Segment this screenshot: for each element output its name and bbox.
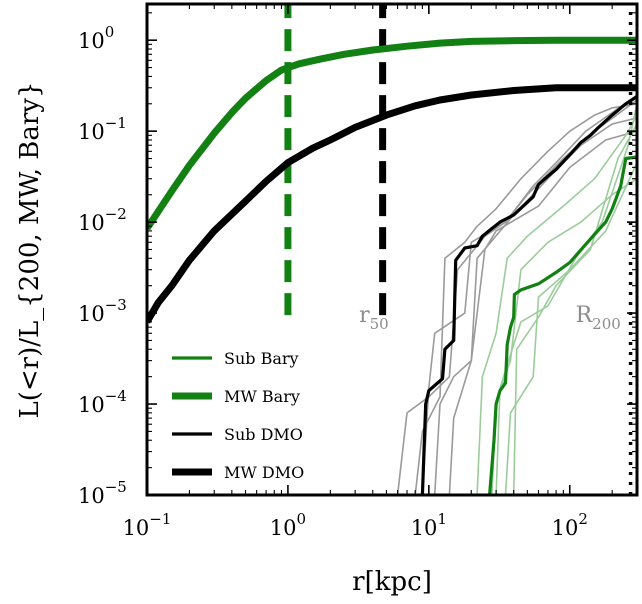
- x-tick-label: 101: [411, 510, 447, 540]
- background-line-3: [448, 130, 637, 495]
- y-axis-label: L(<r)/L_{200, MW, Bary}: [15, 81, 45, 418]
- x-tick-label: 102: [552, 510, 588, 540]
- y-tick-label: 10−2: [78, 205, 127, 235]
- series-line-sub-dmo: [420, 95, 637, 495]
- y-tick-label: 10−4: [78, 387, 127, 417]
- legend-label: MW DMO: [224, 463, 304, 482]
- plot-area: r50 R200: [147, 4, 637, 495]
- axes-frame: [145, 2, 639, 497]
- x-axis-label: r[kpc]: [352, 567, 432, 597]
- background-line-0: [414, 103, 637, 495]
- y-tick-label: 10−1: [78, 114, 127, 144]
- legend-label: Sub Bary: [224, 349, 299, 368]
- background-line-9: [495, 103, 637, 495]
- legend-label: Sub DMO: [224, 425, 303, 444]
- y-tick-label: 100: [78, 23, 114, 53]
- background-line-4: [421, 94, 637, 495]
- legend: Sub Bary MW Bary Sub DMO MW DMO: [172, 349, 304, 482]
- series-line-mw-dmo: [147, 84, 637, 324]
- series-line-sub-bary: [488, 155, 637, 495]
- x-tick-label: 100: [270, 510, 306, 540]
- y-tick-label: 10−5: [78, 478, 127, 508]
- background-line-8: [512, 123, 637, 495]
- y-tick-label: 10−3: [78, 296, 127, 326]
- legend-label: MW Bary: [224, 387, 300, 406]
- background-line-2: [433, 117, 637, 495]
- x-tick-label: 10−1: [123, 510, 172, 540]
- background-line-7: [504, 162, 637, 495]
- annotation-R200: R200: [576, 303, 621, 333]
- series-line-mw-bary: [147, 36, 637, 231]
- background-line-6: [476, 114, 637, 495]
- background-line-5: [491, 178, 637, 495]
- axis-ticks: 10−1 100 101 102 10−5 10−4 10−3 10−2 10−1 100: [78, 4, 637, 540]
